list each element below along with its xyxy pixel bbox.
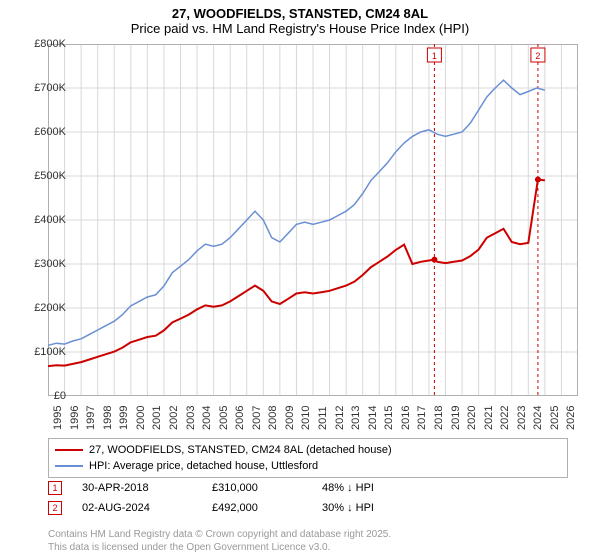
x-tick-label: 2026	[565, 406, 577, 430]
x-axis-labels: 1995 1996 1997 1998 1999 2000 2001 2002 2003 2004…	[48, 398, 578, 438]
x-tick-label: 1998	[102, 406, 114, 430]
chart-container: 27, WOODFIELDS, STANSTED, CM24 8AL Price…	[0, 0, 600, 560]
title-subtitle: Price paid vs. HM Land Registry's House …	[10, 21, 590, 36]
y-tick-label: £600K	[34, 126, 66, 138]
title-address: 27, WOODFIELDS, STANSTED, CM24 8AL	[10, 6, 590, 21]
x-tick-label: 2005	[218, 406, 230, 430]
x-tick-label: 1997	[85, 406, 97, 430]
x-tick-label: 2022	[499, 406, 511, 430]
x-tick-label: 2015	[383, 406, 395, 430]
transaction-price: £310,000	[212, 478, 302, 498]
x-tick-label: 1995	[52, 406, 64, 430]
x-tick-label: 2023	[516, 406, 528, 430]
legend-swatch	[55, 449, 83, 451]
svg-text:1: 1	[432, 51, 437, 61]
y-tick-label: £700K	[34, 82, 66, 94]
marker-badge: 1	[48, 481, 62, 495]
legend-swatch	[55, 465, 83, 467]
x-tick-label: 2002	[168, 406, 180, 430]
transactions-table: 1 30-APR-2018 £310,000 48% ↓ HPI2 02-AUG…	[48, 478, 568, 518]
transaction-date: 02-AUG-2024	[82, 498, 192, 518]
x-tick-label: 2017	[416, 406, 428, 430]
x-tick-label: 2014	[367, 406, 379, 430]
y-tick-label: £0	[54, 390, 66, 402]
y-tick-label: £400K	[34, 214, 66, 226]
y-tick-label: £800K	[34, 38, 66, 50]
attribution: Contains HM Land Registry data © Crown c…	[48, 528, 391, 554]
x-tick-label: 2009	[284, 406, 296, 430]
x-tick-label: 2004	[201, 406, 213, 430]
transaction-date: 30-APR-2018	[82, 478, 192, 498]
chart-plot-area: 12	[48, 44, 578, 396]
x-tick-label: 2001	[151, 406, 163, 430]
x-tick-label: 2008	[267, 406, 279, 430]
x-tick-label: 2021	[483, 406, 495, 430]
transaction-row: 2 02-AUG-2024 £492,000 30% ↓ HPI	[48, 498, 568, 518]
x-tick-label: 1999	[118, 406, 130, 430]
x-tick-label: 2012	[334, 406, 346, 430]
legend-label: HPI: Average price, detached house, Uttl…	[89, 458, 318, 474]
x-tick-label: 1996	[69, 406, 81, 430]
transaction-delta: 48% ↓ HPI	[322, 478, 422, 498]
x-tick-label: 2006	[234, 406, 246, 430]
legend-item: HPI: Average price, detached house, Uttl…	[55, 458, 561, 474]
transaction-price: £492,000	[212, 498, 302, 518]
transaction-delta: 30% ↓ HPI	[322, 498, 422, 518]
chart-svg: 12	[48, 44, 578, 396]
x-tick-label: 2010	[300, 406, 312, 430]
x-tick-label: 2025	[549, 406, 561, 430]
marker-badge: 2	[48, 501, 62, 515]
legend: 27, WOODFIELDS, STANSTED, CM24 8AL (deta…	[48, 438, 568, 478]
legend-label: 27, WOODFIELDS, STANSTED, CM24 8AL (deta…	[89, 442, 392, 458]
attribution-line2: This data is licensed under the Open Gov…	[48, 541, 391, 554]
attribution-line1: Contains HM Land Registry data © Crown c…	[48, 528, 391, 541]
x-tick-label: 2011	[317, 406, 329, 430]
y-tick-label: £200K	[34, 302, 66, 314]
x-tick-label: 2007	[251, 406, 263, 430]
x-tick-label: 2016	[400, 406, 412, 430]
x-tick-label: 2000	[135, 406, 147, 430]
svg-text:2: 2	[535, 51, 540, 61]
title-block: 27, WOODFIELDS, STANSTED, CM24 8AL Price…	[0, 0, 600, 38]
x-tick-label: 2024	[532, 406, 544, 430]
x-tick-label: 2020	[466, 406, 478, 430]
y-tick-label: £100K	[34, 346, 66, 358]
y-tick-label: £300K	[34, 258, 66, 270]
x-tick-label: 2018	[433, 406, 445, 430]
x-tick-label: 2019	[450, 406, 462, 430]
x-tick-label: 2003	[185, 406, 197, 430]
x-tick-label: 2013	[350, 406, 362, 430]
legend-item: 27, WOODFIELDS, STANSTED, CM24 8AL (deta…	[55, 442, 561, 458]
y-tick-label: £500K	[34, 170, 66, 182]
transaction-row: 1 30-APR-2018 £310,000 48% ↓ HPI	[48, 478, 568, 498]
